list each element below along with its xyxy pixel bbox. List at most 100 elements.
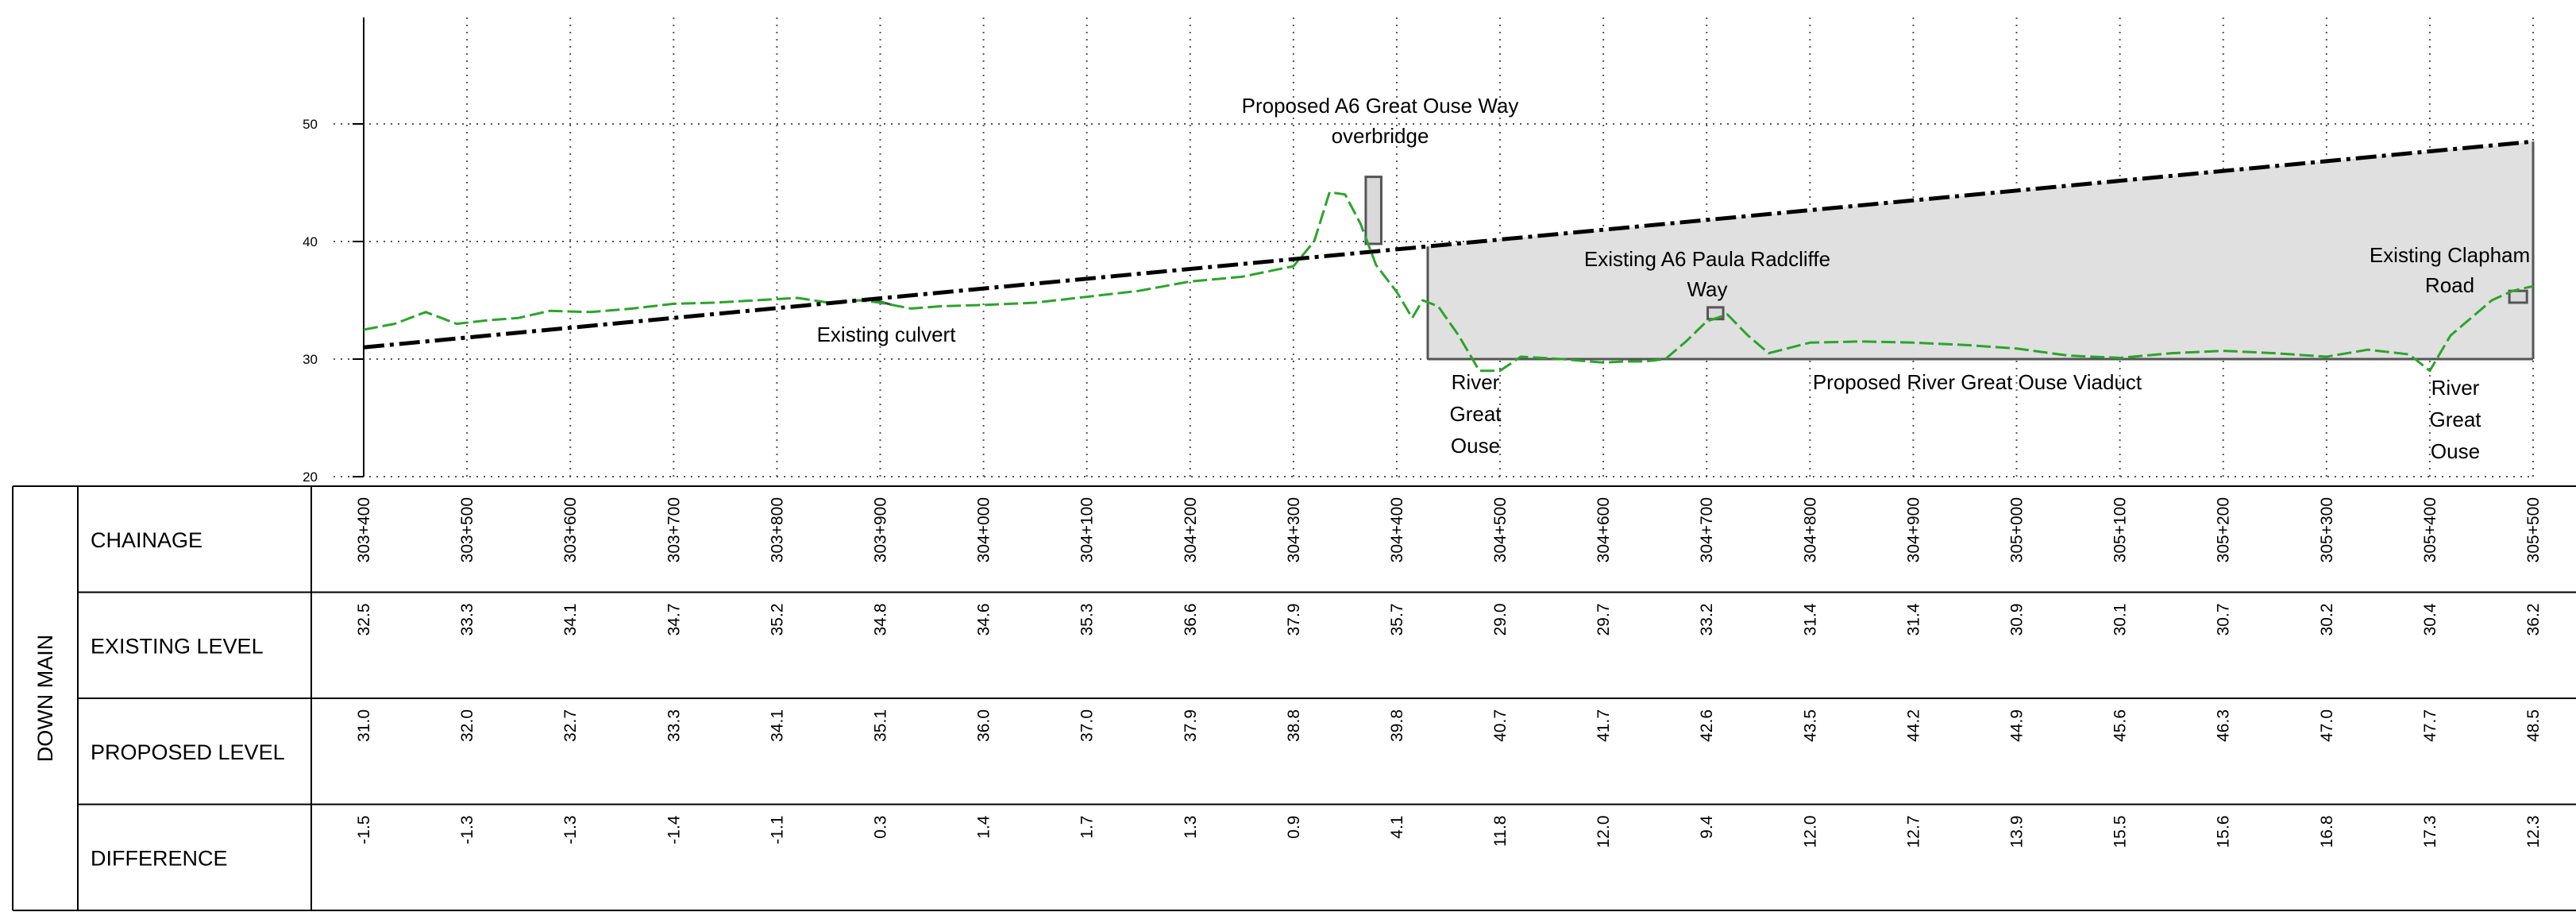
table-row-label: CHAINAGE — [91, 528, 202, 552]
table-cell: 16.8 — [2318, 816, 2336, 848]
table-row-label: EXISTING LEVEL — [91, 634, 264, 658]
table-cell: 17.3 — [2421, 816, 2439, 848]
table-cell: 304+200 — [1182, 497, 1200, 562]
table-cell: 303+500 — [458, 497, 476, 562]
table-cell: 305+300 — [2318, 497, 2336, 562]
table-cell: -1.3 — [458, 816, 476, 844]
table-cell: 34.7 — [665, 604, 683, 636]
table-cell: 32.0 — [458, 709, 476, 742]
table-cell: 305+200 — [2215, 497, 2233, 562]
table-cell: 34.1 — [768, 709, 786, 742]
table-cell: 36.6 — [1182, 604, 1200, 636]
table-cell: 305+500 — [2524, 497, 2543, 562]
table-cell: 31.4 — [1801, 603, 1819, 636]
structures — [874, 141, 2535, 361]
viaduct-area — [1427, 141, 2533, 359]
annotation-clapham-road: Existing Clapham Road — [2370, 243, 2530, 297]
table-cell: 30.1 — [2111, 604, 2130, 636]
table-cell: 44.2 — [1904, 709, 1922, 742]
table-cell: -1.3 — [561, 816, 580, 844]
table-cell: 304+700 — [1698, 497, 1716, 562]
y-tick-label: 20 — [303, 470, 318, 485]
table-cell: 37.9 — [1285, 604, 1303, 636]
table-cell: 41.7 — [1595, 709, 1613, 742]
table-cell: 33.3 — [458, 604, 476, 636]
table-cell: 31.0 — [355, 709, 373, 742]
annotations: Proposed A6 Great Ouse Way overbridge Exis… — [817, 94, 2531, 463]
table-cell: 9.4 — [1698, 815, 1716, 839]
table-cell: 32.5 — [355, 604, 373, 636]
table-cell: 40.7 — [1491, 709, 1510, 742]
table-cell: 303+400 — [355, 497, 373, 562]
table-cell: 12.3 — [2524, 816, 2543, 848]
table-cell: 34.6 — [975, 604, 993, 636]
table-cell: -1.5 — [355, 816, 373, 844]
table-cell: 304+800 — [1801, 497, 1819, 562]
table-cell: 37.9 — [1182, 709, 1200, 742]
table-cell: 13.9 — [2008, 816, 2026, 848]
table-cell: 12.7 — [1904, 816, 1922, 848]
table-cell: 47.0 — [2318, 709, 2336, 742]
table-cell: 0.3 — [871, 816, 889, 839]
table-cell: 0.9 — [1285, 816, 1303, 839]
y-tick-labels: 20 30 40 50 — [303, 117, 318, 485]
table-cell: 37.0 — [1078, 709, 1097, 742]
table-cell: 304+100 — [1078, 497, 1097, 562]
annotation-viaduct: Proposed River Great Ouse Viaduct — [1813, 370, 2142, 394]
table-cell: 4.1 — [1388, 816, 1406, 839]
table-cell: 30.4 — [2421, 603, 2439, 636]
table-cell: 304+500 — [1491, 497, 1510, 562]
table-cell: 304+000 — [975, 497, 993, 562]
table-cell: 34.1 — [561, 604, 580, 636]
table-cell: 44.9 — [2008, 709, 2026, 742]
table-cell: 304+600 — [1595, 497, 1613, 562]
table-cell: 303+900 — [871, 497, 889, 562]
table-cell: 1.3 — [1182, 816, 1200, 839]
table-cell: 45.6 — [2111, 709, 2130, 742]
table-cell: 303+600 — [561, 497, 580, 562]
table-cell: 42.6 — [1698, 709, 1716, 742]
annotation-river-1: River Great Ouse — [1449, 370, 1502, 458]
table-group-label: DOWN MAIN — [33, 635, 57, 762]
table-row-label: PROPOSED LEVEL — [91, 740, 285, 764]
table-cell: 12.0 — [1595, 816, 1613, 848]
table-cell: 36.0 — [975, 709, 993, 742]
table-cell: 303+700 — [665, 497, 683, 562]
level-table: DOWN MAIN CHAINAGE 303+400 303+500 303+600 30… — [12, 485, 2576, 911]
clapham-road-box — [2508, 289, 2528, 304]
table-cell: 43.5 — [1801, 709, 1819, 742]
table-cell: 11.8 — [1491, 816, 1510, 847]
table-cell: 35.7 — [1388, 604, 1406, 636]
table-cell: 48.5 — [2524, 709, 2543, 742]
table-cell: 304+400 — [1388, 497, 1406, 562]
annotation-paula-radcliffe: Existing A6 Paula Radcliffe Way — [1584, 247, 1830, 301]
table-row-label: DIFFERENCE — [91, 846, 228, 870]
table-cell: 15.5 — [2111, 816, 2130, 848]
annotation-river-2: River Great Ouse — [2429, 376, 2482, 463]
table-cell: 33.3 — [665, 709, 683, 742]
y-tick-label: 50 — [303, 117, 318, 132]
table-cell: 15.6 — [2215, 816, 2233, 848]
table-cell: 1.7 — [1078, 816, 1097, 839]
table-cell: 305+000 — [2008, 497, 2026, 562]
series-existing-line — [363, 191, 2534, 373]
table-cell: 35.1 — [871, 709, 889, 742]
table-cell: 1.4 — [975, 815, 993, 839]
table-cell: 35.3 — [1078, 604, 1097, 636]
table-cell: 30.9 — [2008, 604, 2026, 636]
table-cell: 35.2 — [768, 604, 786, 636]
table-cell: 304+300 — [1285, 497, 1303, 562]
y-tick-label: 30 — [303, 352, 318, 367]
table-cell: 12.0 — [1801, 816, 1819, 848]
table-cell: 46.3 — [2215, 709, 2233, 742]
table-cell: 47.7 — [2421, 709, 2439, 742]
table-cell: 303+800 — [768, 497, 786, 562]
table-cell: 305+400 — [2421, 497, 2439, 562]
table-cell: 30.2 — [2318, 604, 2336, 636]
table-cell: -1.4 — [665, 815, 683, 844]
series — [363, 139, 2534, 373]
table-cell: 29.7 — [1595, 604, 1613, 636]
table-cell: 39.8 — [1388, 709, 1406, 742]
overbridge-pier — [1364, 176, 1382, 245]
